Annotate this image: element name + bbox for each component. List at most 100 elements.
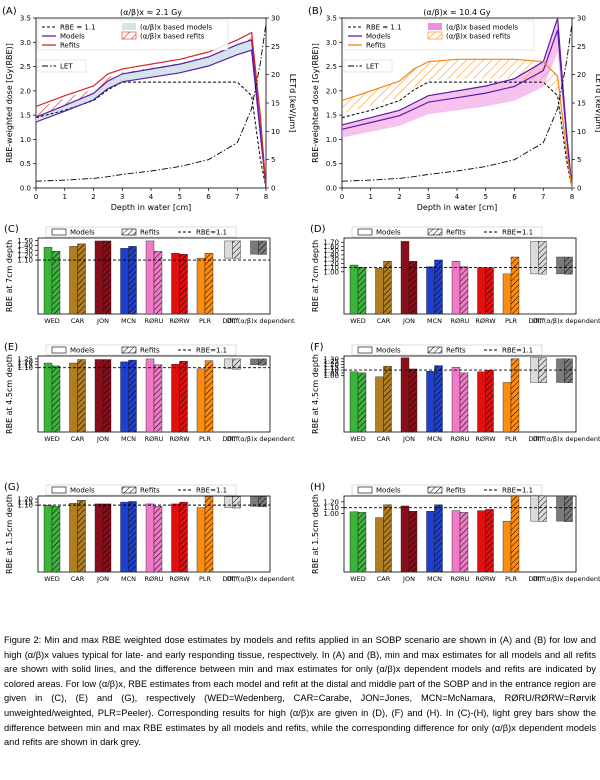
y-axis-label: RBE at 4.5cm depth — [311, 354, 320, 434]
y-tick-label: 2.0 — [20, 87, 31, 95]
y-tick-label: 1.30 — [323, 256, 339, 264]
y-axis-label: RBE-weighted dose [Gy(RBE)] — [5, 43, 14, 163]
x-tick-label: PLR — [505, 575, 518, 583]
y-tick-label: 1.0 — [326, 136, 337, 144]
x-tick-label: WED — [350, 317, 366, 325]
bar-models-røru — [451, 261, 461, 315]
y2-axis-label: LETd [keV/μm] — [288, 74, 297, 133]
x-tick-label: PLR — [505, 317, 518, 325]
legend-label: Models — [70, 229, 95, 237]
legend-label: Refits — [140, 347, 160, 355]
x-tick-label: RØRW — [475, 435, 496, 443]
legend-box — [343, 59, 393, 73]
bar-models-røru — [145, 358, 155, 433]
bar-models-røru — [451, 510, 461, 573]
bar-legend: Models Refits RBE=1.1 — [351, 484, 543, 496]
bar-refits-hatch — [434, 504, 443, 572]
bar-diff-dependent-hatch — [564, 496, 573, 522]
bar-models-wed — [43, 247, 53, 315]
y-tick-label: 1.10 — [17, 257, 33, 265]
series-models-min — [341, 29, 573, 189]
legend-label: Refits — [366, 42, 386, 50]
x-tick-label: JON — [402, 575, 415, 583]
bar-refits-hatch — [103, 503, 111, 572]
bar-refits-hatch — [460, 372, 468, 432]
bar-models-jon — [400, 357, 410, 433]
models-band — [342, 18, 572, 188]
legend-swatch — [427, 346, 443, 354]
x-tick-label: RØRU — [145, 317, 164, 325]
y-tick-label: 1.30 — [17, 247, 33, 255]
x-tick-label: Diff — [533, 575, 545, 583]
bar-refits-hatch — [434, 365, 443, 432]
y-tick-label: 1.10 — [323, 504, 339, 512]
y-axis-label: RBE-weighted dose [Gy(RBE)] — [311, 43, 320, 163]
bar-refits-hatch — [154, 364, 162, 432]
series-rbe-1-1 — [35, 81, 267, 189]
y2-tick-label: 15 — [271, 100, 280, 108]
bar-refits-hatch — [511, 257, 519, 314]
legend-label: Models — [70, 347, 95, 355]
legend-let: LET — [343, 59, 393, 73]
x-tick-label: 8 — [264, 193, 268, 201]
bar-diff-dependent-models — [556, 495, 565, 522]
y-tick-label: 1.5 — [20, 112, 31, 120]
panel-label: (H) — [310, 482, 325, 493]
x-tick-label: 4 — [455, 193, 460, 201]
x-tick-label: 7 — [235, 193, 239, 201]
bar-models-car — [375, 376, 384, 433]
legend-label: LET — [60, 63, 73, 71]
y-tick-label: 1.25 — [17, 355, 33, 363]
y-tick-label: 1.05 — [323, 369, 339, 377]
bar-legend: Models Refits RBE=1.1 — [45, 226, 237, 238]
legend-box — [351, 226, 543, 238]
x-tick-label: CAR — [377, 435, 391, 443]
bar-models-wed — [43, 362, 53, 433]
legend-box — [351, 484, 543, 496]
legend-swatch — [357, 486, 373, 494]
bar-models-wed — [349, 371, 359, 433]
x-tick-label: RØRW — [169, 575, 190, 583]
y-tick-label: 0.0 — [326, 185, 337, 193]
x-axis-label: Depth in water [cm] — [111, 203, 192, 212]
bar-refits-hatch — [128, 246, 137, 314]
bar-refits-hatch — [154, 251, 162, 314]
y2-tick-label: 20 — [577, 71, 586, 79]
bar-models-plr — [502, 520, 512, 573]
x-tick-label: 1 — [63, 193, 67, 201]
legend-label: LET — [366, 63, 379, 71]
panel-label: (F) — [310, 342, 324, 353]
figure-2: (A) (α/β)x ≈ 2.1 Gy 0 1 2 3 4 5 6 7 8 0.0 0.5 1.0 1.5 2… — [2, 6, 600, 583]
bar-models-rørw — [171, 363, 180, 433]
bar-diff-dependent-hatch — [258, 496, 267, 507]
bar-models-plr — [502, 273, 512, 315]
x-tick-label: Diff — [227, 575, 239, 583]
panel-G: (G)RBE at 1.5cm depth 1.101.151.20 Models R… — [4, 482, 295, 583]
bar-diff-models — [224, 496, 233, 508]
x-tick-label: JON — [96, 317, 109, 325]
legend-swatch — [121, 228, 137, 236]
legend-label: RBE=1.1 — [196, 229, 227, 237]
y2-tick-label: 15 — [577, 100, 586, 108]
x-tick-label: PLR — [199, 317, 212, 325]
x-tick-label: 2 — [91, 193, 95, 201]
panel-E: (E)RBE at 4.5cm depth 1.101.151.201.25 Mod… — [4, 342, 295, 443]
panel-C: (C) RBE at 7cm depth 1.101.201.301.401.50 M… — [4, 224, 295, 325]
bar-models-plr — [196, 368, 206, 433]
bar-diff-models — [224, 240, 233, 259]
legend-label: Models — [376, 487, 401, 495]
legend-label: RBE = 1.1 — [366, 24, 402, 32]
y-tick-label: 1.10 — [17, 364, 33, 372]
bar-refits-hatch — [485, 267, 494, 314]
x-tick-label: MCN — [427, 575, 442, 583]
y2-axis-label: LETd [keV/μm] — [594, 74, 600, 133]
x-tick-label: 0 — [34, 193, 38, 201]
bar-refits-hatch — [511, 496, 519, 572]
y-tick-label: 2.5 — [20, 63, 31, 71]
y-tick-label: 1.10 — [323, 264, 339, 272]
bar-diff-hatch — [538, 496, 547, 522]
x-tick-label: Diff, (α/β)x dependent — [222, 435, 295, 443]
bar-models-car — [69, 362, 78, 433]
figure-caption: Figure 2: Min and max RBE weighted dose … — [4, 635, 596, 748]
